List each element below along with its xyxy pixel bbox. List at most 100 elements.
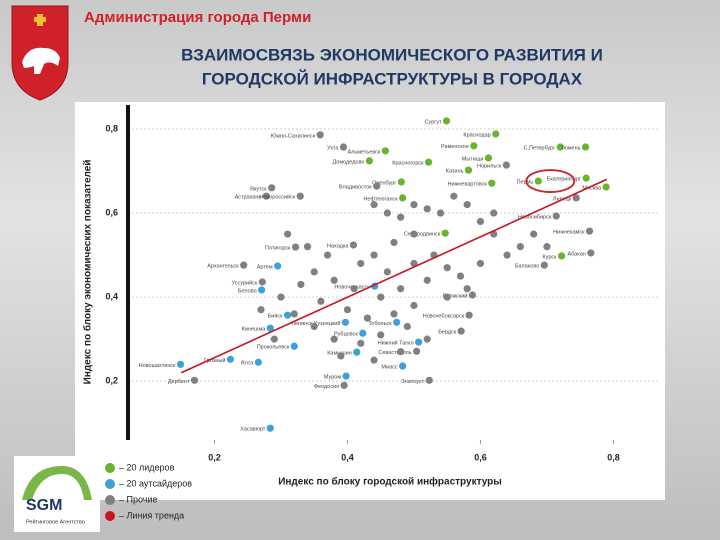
point-label: Мытищи <box>462 156 484 162</box>
point <box>464 166 473 174</box>
point-label: Владивосток <box>339 185 372 191</box>
point <box>383 268 391 276</box>
point <box>277 293 285 301</box>
point <box>377 293 385 301</box>
point <box>585 227 594 235</box>
point <box>316 131 324 139</box>
organization: Администрация города Перми <box>84 9 311 26</box>
point <box>413 347 421 355</box>
point <box>370 201 378 209</box>
point <box>463 285 471 293</box>
point <box>176 360 185 368</box>
point-label: Северодвинск <box>404 232 441 238</box>
point-label: Бердск <box>438 330 457 336</box>
point <box>534 177 542 185</box>
point-label: Курск <box>542 254 557 260</box>
y-tick-label: 0,8 <box>105 123 118 133</box>
slide-title: ВЗАИМОСВЯЗЬ ЭКОНОМИЧЕСКОГО РАЗВИТИЯ И <box>181 45 603 64</box>
point-label: Прокопьевск <box>257 345 290 351</box>
point <box>484 154 493 162</box>
point <box>258 286 266 294</box>
point <box>390 238 398 247</box>
point <box>349 241 358 249</box>
point-label: Артем <box>257 264 273 270</box>
point-label: Уссурийск <box>232 279 258 286</box>
point <box>543 243 551 251</box>
point <box>443 293 451 301</box>
point <box>465 311 473 319</box>
point <box>291 243 300 251</box>
point-label: Краснодар <box>463 132 490 138</box>
point-label: С.Петербург <box>524 145 556 151</box>
point <box>393 318 401 326</box>
point <box>341 318 350 326</box>
point <box>552 212 560 220</box>
point-label: Миасс <box>381 364 397 370</box>
x-tick-label: 0,4 <box>341 452 354 462</box>
point <box>310 322 318 331</box>
point-label: Нижнекамск <box>553 230 585 236</box>
point <box>530 230 538 238</box>
point <box>423 335 431 343</box>
point-label: Домодедово <box>332 159 364 165</box>
point <box>410 259 418 268</box>
point <box>488 179 496 187</box>
point <box>337 352 345 360</box>
legend-label: – 20 аутсайдеров <box>119 478 192 488</box>
point <box>284 230 292 238</box>
point-label: Пермь <box>517 180 534 186</box>
point <box>343 306 352 314</box>
y-tick-label: 0,4 <box>105 291 118 301</box>
point <box>415 338 423 346</box>
point <box>410 301 418 310</box>
point-label: Альметьевск <box>347 149 380 155</box>
point <box>540 261 548 269</box>
point <box>359 329 367 337</box>
point <box>423 205 431 213</box>
logo-text: SGM <box>26 497 62 514</box>
point <box>490 209 498 217</box>
point-label: Екатеринбург <box>547 177 582 183</box>
legend-marker <box>105 495 115 505</box>
point <box>240 261 248 269</box>
logo-subtitle: Рейтинговое Агентство <box>26 518 85 525</box>
point <box>297 280 305 289</box>
point <box>410 230 418 238</box>
point <box>425 376 433 384</box>
point <box>357 339 365 347</box>
point-label: Хасавюрт <box>240 427 266 433</box>
point-label: Оренбург <box>372 180 396 186</box>
point <box>450 192 458 200</box>
point-label: Красногорск <box>392 161 424 167</box>
point <box>262 192 270 200</box>
point <box>492 130 500 138</box>
point-label: Севастополь <box>378 350 411 356</box>
point <box>399 362 407 370</box>
sgm-logo: SGM Рейтинговое Агентство <box>14 456 100 532</box>
point <box>383 209 391 217</box>
point <box>370 356 378 364</box>
point <box>457 327 465 335</box>
point <box>266 324 274 332</box>
legend-marker <box>105 463 115 473</box>
point-label: Казань <box>446 169 464 175</box>
point <box>270 335 278 343</box>
point-label: Волжский <box>443 292 468 299</box>
point <box>456 272 465 280</box>
point-label: Ухта <box>327 145 339 151</box>
y-tick-label: 0,2 <box>105 376 118 386</box>
point <box>476 259 485 268</box>
point <box>365 157 373 165</box>
point <box>342 372 350 380</box>
point <box>377 331 385 339</box>
point-label: Южно-Сахалинск <box>271 133 316 139</box>
point <box>310 268 318 276</box>
point <box>381 147 389 155</box>
highlight-ring <box>525 169 576 193</box>
point <box>443 264 451 272</box>
point <box>357 259 365 268</box>
legend-marker <box>105 479 115 489</box>
point-label: Ялта <box>241 361 255 367</box>
point <box>330 335 338 343</box>
point-label: Ленинск-Кузнецкий <box>291 320 340 327</box>
